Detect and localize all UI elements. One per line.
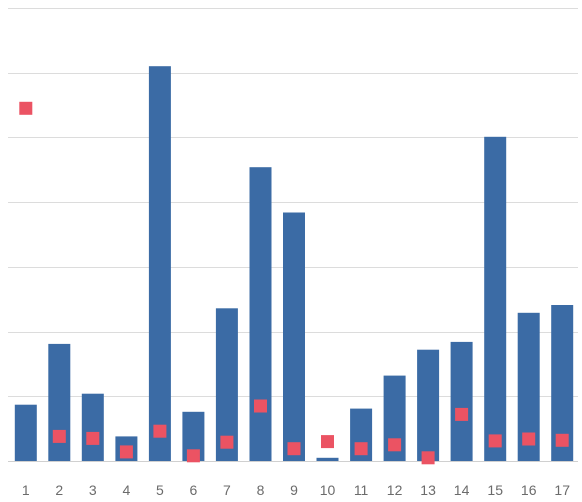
x-tick-label: 13 [420, 482, 436, 498]
marker [354, 442, 368, 456]
marker [321, 435, 334, 449]
x-tick-label: 2 [55, 482, 63, 498]
marker [287, 442, 301, 456]
x-tick-label: 9 [290, 482, 298, 498]
bar [551, 305, 574, 461]
x-tick-label: 8 [257, 482, 265, 498]
bar [484, 136, 507, 462]
x-tick-label: 15 [487, 482, 503, 498]
marker [421, 451, 435, 465]
marker [186, 449, 200, 463]
x-tick-labels: 1 2 3 4 5 6 7 8 9 10 11 12 13 14 15 16 17 [22, 482, 570, 498]
x-tick-label: 1 [22, 482, 30, 498]
bar [450, 341, 473, 461]
marker [19, 101, 33, 115]
x-tick-label: 11 [354, 482, 369, 498]
x-tick-label: 7 [223, 482, 231, 498]
bar-series [14, 66, 574, 462]
marker [555, 433, 569, 447]
bar [316, 457, 339, 461]
marker [220, 435, 234, 449]
marker [119, 445, 133, 459]
marker [52, 429, 66, 443]
marker [522, 432, 536, 446]
x-tick-label: 3 [89, 482, 97, 498]
bar [283, 212, 305, 461]
bar [182, 411, 205, 461]
marker [488, 434, 502, 448]
bar [14, 404, 37, 461]
marker [86, 431, 100, 445]
marker [455, 407, 469, 421]
bar [517, 312, 540, 461]
x-tick-label: 4 [123, 482, 131, 498]
bar [81, 393, 104, 461]
x-tick-label: 16 [521, 482, 537, 498]
x-tick-label: 14 [454, 482, 470, 498]
x-tick-label: 17 [554, 482, 570, 498]
marker-series [19, 101, 569, 465]
x-tick-label: 12 [387, 482, 403, 498]
marker [153, 424, 167, 438]
bar [48, 343, 71, 461]
x-tick-label: 10 [320, 482, 336, 498]
bar [249, 167, 272, 461]
x-tick-label: 5 [156, 482, 164, 498]
marker [388, 438, 402, 452]
marker [254, 399, 267, 413]
bar [148, 66, 171, 461]
x-tick-label: 6 [190, 482, 198, 498]
bar [417, 349, 440, 461]
bar [215, 308, 238, 461]
